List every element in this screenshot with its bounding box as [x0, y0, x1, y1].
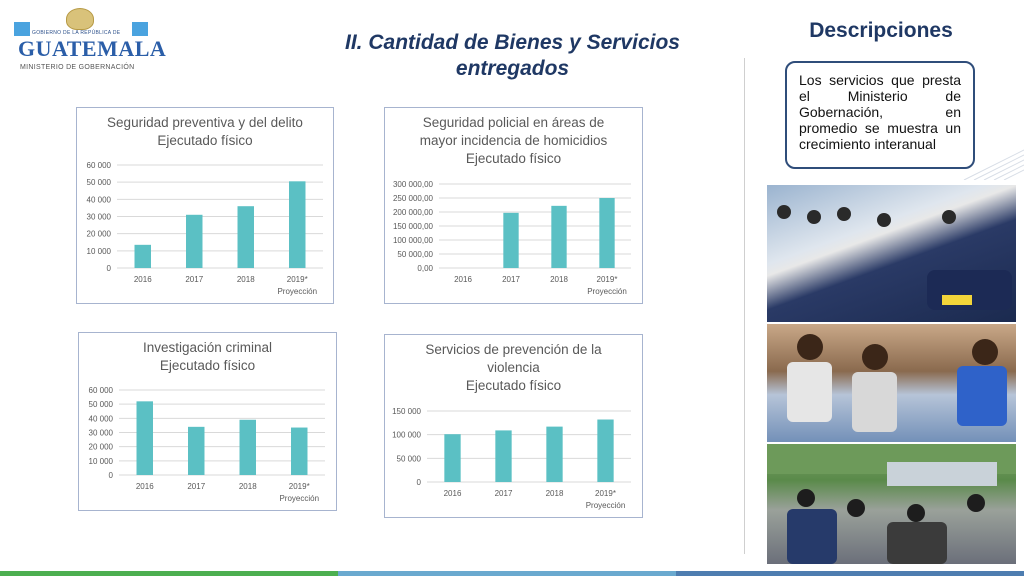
x-tick-label: 2016: [136, 482, 154, 491]
chart-investigacion-criminal: Investigación criminal Ejecutado físico 0 1…: [78, 332, 337, 511]
bar: [599, 198, 615, 268]
x-tick-label: 2018: [239, 482, 257, 491]
x-tick-label: 2017: [495, 489, 513, 498]
y-tick-label: 30 000: [87, 213, 112, 222]
bar: [188, 426, 205, 475]
y-tick-label: 300 000,00: [393, 180, 434, 189]
y-tick-label: 0: [107, 264, 112, 273]
x-tick-label: 2017: [502, 275, 520, 284]
y-tick-label: 0: [109, 471, 114, 480]
bar: [136, 401, 153, 475]
children-photo: [767, 324, 1016, 442]
chart-title: Investigación criminal Ejecutado físico: [79, 339, 336, 375]
bar: [289, 181, 306, 268]
bar: [291, 427, 308, 475]
x-tick-label: 2018: [237, 275, 255, 284]
page-title: II. Cantidad de Bienes y Servicios entre…: [345, 31, 680, 80]
y-tick-label: 100 000: [392, 431, 421, 440]
bar: [495, 430, 512, 482]
x-tick-label: 2017: [187, 482, 205, 491]
y-tick-label: 10 000: [89, 457, 114, 466]
chart-title-line: Ejecutado físico: [159, 358, 256, 373]
chart-plot: 0 50 000 100 000 150 000 2016 2017 2018 2019* Pr…: [392, 407, 631, 510]
y-tick-label: 20 000: [87, 230, 112, 239]
bar: [551, 205, 567, 268]
chart-seguridad-policial: Seguridad policial en áreas de mayor inci…: [384, 107, 643, 304]
bar: [444, 434, 461, 482]
x-tick-label: 2019*: [289, 482, 310, 491]
chart-title-line: Seguridad policial en áreas de: [422, 115, 605, 130]
chart-plot: 0 10 000 20 000 30 000 40 000 50 000 60 000 201…: [89, 386, 325, 503]
y-tick-label: 20 000: [89, 443, 114, 452]
chart-title-line: Investigación criminal: [142, 340, 273, 355]
chart-plot: 0,00 50 000,00 100 000,00 150 000,00 200 000…: [393, 180, 631, 296]
chart-title: Seguridad preventiva y del delito Ejecuta…: [77, 114, 333, 150]
logo-ministry: MINISTERIO DE GOBERNACIÓN: [20, 64, 135, 71]
x-tick-label: 2019*: [595, 489, 616, 498]
y-tick-label: 0,00: [417, 264, 433, 273]
x-tick-sublabel: Proyección: [279, 494, 319, 503]
y-tick-label: 10 000: [87, 247, 112, 256]
x-tick-label: 2016: [454, 275, 472, 284]
police-officers-photo: [767, 185, 1016, 322]
bar: [503, 212, 519, 268]
y-tick-label: 200 000,00: [393, 208, 434, 217]
coat-of-arms-icon: [66, 8, 94, 30]
chart-title-line: violencia: [487, 360, 540, 375]
chart-seguridad-preventiva: Seguridad preventiva y del delito Ejecuta…: [76, 107, 334, 304]
logo-name: GUATEMALA: [18, 36, 167, 61]
chart-title-line: Servicios de prevención de la: [425, 342, 602, 357]
y-tick-label: 250 000,00: [393, 194, 434, 203]
y-tick-label: 100 000,00: [393, 236, 434, 245]
y-tick-label: 40 000: [89, 414, 114, 423]
x-tick-label: 2016: [134, 275, 152, 284]
y-tick-label: 40 000: [87, 195, 112, 204]
community-event-photo: [767, 444, 1016, 564]
y-tick-label: 50 000: [397, 454, 422, 463]
ministry-logo: GOBIERNO DE LA REPÚBLICA DE GUATEMALA MI…: [14, 8, 166, 74]
chart-prevencion-violencia: Servicios de prevención de la violencia Ej…: [384, 334, 643, 518]
y-tick-label: 50 000,00: [397, 250, 433, 259]
flag-right-icon: [132, 22, 148, 36]
descriptions-title: Descripciones: [809, 19, 953, 42]
x-tick-label: 2018: [546, 489, 564, 498]
chart-title-line: Ejecutado físico: [465, 151, 562, 166]
description-box: Los servicios que presta el Ministerio d…: [785, 61, 975, 169]
chart-title-line: Ejecutado físico: [157, 133, 253, 148]
bar: [597, 419, 614, 482]
logo-subtitle: GOBIERNO DE LA REPÚBLICA DE: [32, 30, 121, 36]
bar: [134, 244, 151, 268]
bar: [239, 419, 256, 475]
y-tick-label: 60 000: [87, 161, 112, 170]
chart-title-line: Seguridad preventiva y del delito: [107, 115, 303, 130]
y-tick-label: 50 000: [87, 178, 112, 187]
chart-plot: 0 10 000 20 000 30 000 40 000 50 000 60 000 201…: [87, 161, 323, 296]
divider: [744, 58, 745, 554]
flag-left-icon: [14, 22, 30, 36]
bottom-accent-bar: [0, 571, 1024, 576]
description-text: Los servicios que presta el Ministerio d…: [799, 72, 961, 152]
bar: [186, 214, 203, 268]
y-tick-label: 150 000: [392, 407, 421, 416]
x-tick-label: 2019*: [597, 275, 618, 284]
x-tick-sublabel: Proyección: [277, 287, 317, 296]
y-tick-label: 30 000: [89, 429, 114, 438]
x-tick-label: 2018: [550, 275, 568, 284]
y-tick-label: 50 000: [89, 400, 114, 409]
chart-title: Seguridad policial en áreas de mayor inci…: [385, 114, 642, 168]
x-tick-label: 2016: [444, 489, 462, 498]
x-tick-label: 2019*: [287, 275, 308, 284]
y-tick-label: 0: [417, 478, 422, 487]
chart-title: Servicios de prevención de la violencia Ej…: [385, 341, 642, 395]
bar: [546, 426, 563, 482]
chart-title-line: Ejecutado físico: [465, 378, 562, 393]
x-tick-sublabel: Proyección: [587, 287, 627, 296]
x-tick-label: 2017: [185, 275, 203, 284]
decorative-stripes: [963, 149, 1024, 180]
x-tick-sublabel: Proyección: [586, 501, 626, 510]
y-tick-label: 150 000,00: [393, 222, 434, 231]
chart-title-line: mayor incidencia de homicidios: [419, 133, 608, 148]
bar: [237, 206, 254, 268]
y-tick-label: 60 000: [89, 386, 114, 395]
